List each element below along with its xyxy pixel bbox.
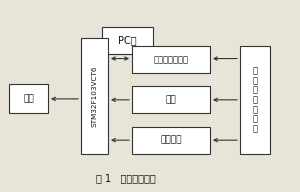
Text: 显示: 显示 [23,94,34,103]
FancyBboxPatch shape [81,38,108,154]
FancyBboxPatch shape [132,86,210,113]
FancyBboxPatch shape [132,46,210,73]
FancyBboxPatch shape [132,127,210,154]
FancyBboxPatch shape [240,46,270,154]
Text: STM32F103VCT6: STM32F103VCT6 [92,65,98,127]
Text: 微
位
移
定
位
机
构: 微 位 移 定 位 机 构 [253,66,257,133]
Text: 限位开关: 限位开关 [160,136,182,145]
Text: 光栅: 光栅 [166,95,176,104]
FancyBboxPatch shape [9,84,48,113]
Text: 图 1   系统构架框图: 图 1 系统构架框图 [96,174,156,184]
Text: 步进电机驱动器: 步进电机驱动器 [154,55,188,64]
FancyBboxPatch shape [102,27,153,54]
Text: PC机: PC机 [118,35,137,45]
